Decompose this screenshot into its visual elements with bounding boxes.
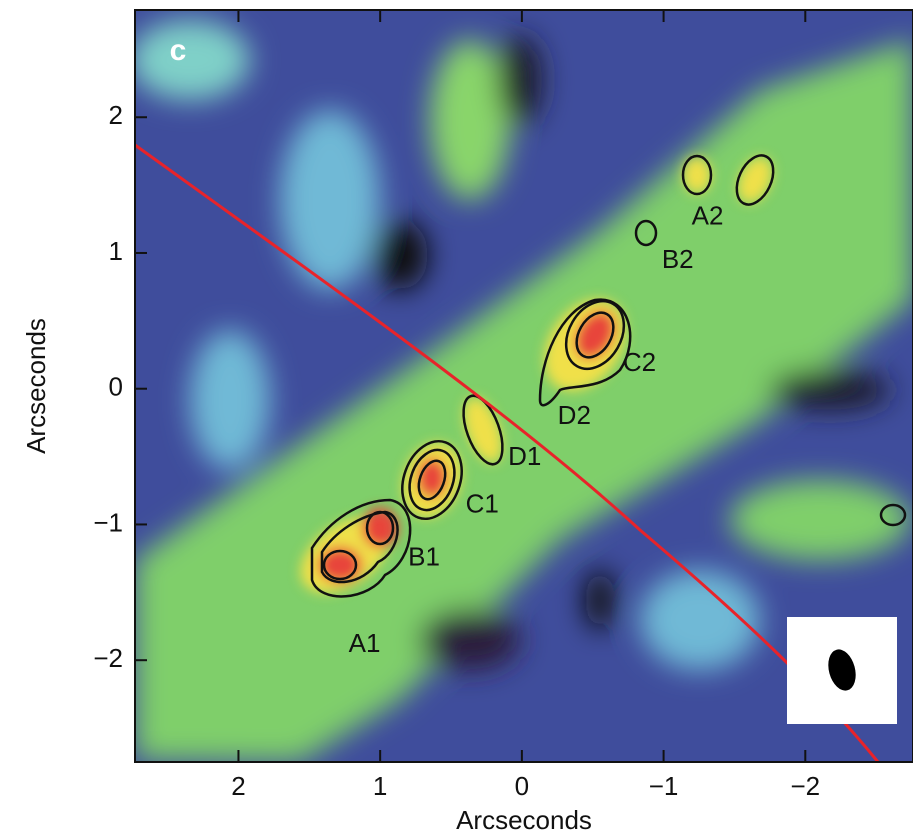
y-tick-label: 1: [109, 236, 123, 266]
y-axis-label: Arcseconds: [21, 318, 51, 454]
x-tick-label: 1: [373, 771, 387, 801]
source-label: B2: [662, 244, 694, 274]
frame: [134, 9, 913, 763]
source-label: D2: [558, 400, 591, 430]
panel-label: c: [170, 34, 187, 67]
y-tick-label: 2: [109, 100, 123, 130]
source-label: A1: [349, 628, 381, 658]
x-axis-label: Arcseconds: [456, 805, 592, 835]
x-tick-label: 2: [231, 771, 245, 801]
source-label: B1: [408, 541, 440, 571]
beam: [828, 649, 856, 691]
source-label: D1: [508, 441, 541, 471]
x-tick-label: −1: [649, 771, 679, 801]
x-tick-label: 0: [515, 771, 529, 801]
y-tick-label: 0: [109, 372, 123, 402]
map-image: [135, 10, 913, 762]
source-label: C2: [623, 347, 656, 377]
source-label: A2: [692, 201, 724, 231]
source-label: C1: [466, 488, 499, 518]
y-tick-label: −1: [93, 507, 123, 537]
x-tick-label: −2: [790, 771, 820, 801]
y-tick-label: −2: [93, 643, 123, 673]
